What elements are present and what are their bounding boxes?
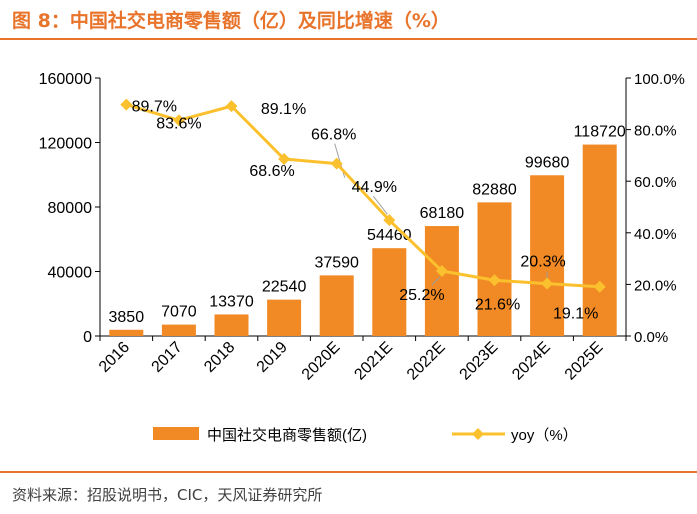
bar-2023E [477, 202, 512, 336]
yoy-point-2023E [488, 274, 501, 287]
yoy-value-label: 44.9% [352, 179, 397, 196]
bar-value-label: 3850 [109, 309, 145, 326]
bar-value-label: 99680 [525, 154, 570, 171]
category-label: 2024E [509, 339, 554, 384]
bar-2016 [109, 329, 144, 336]
yoy-value-label: 21.6% [475, 296, 520, 313]
left-tick-label: 80000 [48, 200, 93, 217]
yoy-value-label: 25.2% [399, 287, 444, 304]
bar-labels-group: 3850 707013370225403759054460681808288099… [109, 124, 626, 326]
yoy-point-2025E [593, 280, 606, 293]
yoy-line-group [120, 98, 606, 293]
yoy-point-2018 [225, 100, 238, 113]
yoy-value-label: 20.3% [520, 254, 565, 271]
bar-2020E [319, 275, 354, 336]
bar-value-label: 68180 [420, 205, 465, 222]
legend-bar-swatch [153, 427, 199, 440]
bars-group [109, 144, 617, 336]
left-tick-label: 0 [83, 329, 92, 346]
left-tick-label: 40000 [48, 265, 93, 282]
yoy-value-label: 19.1% [553, 306, 598, 323]
category-label: 2016 [96, 339, 133, 376]
yoy-value-label: 89.7% [132, 99, 177, 116]
bar-value-label: 82880 [472, 181, 517, 198]
legend-line-label: yoy（%） [511, 427, 578, 444]
yoy-point-2020E [330, 157, 343, 170]
yoy-labels-group: 89.7%83.6% 89.1% 68.6% 66.8% 44.9% 25.2% 21.6%… [132, 99, 599, 323]
bar-2025E [582, 144, 617, 336]
right-tick-label: 20.0% [634, 277, 677, 294]
right-tick-label: 80.0% [634, 123, 677, 140]
yoy-point-2022E [435, 264, 448, 277]
category-label: 2019 [254, 339, 291, 376]
source-note: 资料来源：招股说明书，CIC，天风证券研究所 [12, 486, 323, 504]
bar-value-label: 118720 [574, 124, 626, 141]
yoy-point-2016 [120, 98, 133, 111]
yoy-point-2024E [541, 277, 554, 290]
category-label: 2025E [562, 339, 607, 384]
bar-value-label: 13370 [209, 293, 254, 310]
leader-line [372, 195, 388, 215]
left-tick-label: 120000 [39, 136, 92, 153]
category-label: 2020E [299, 339, 344, 384]
legend-bar-label: 中国社交电商零售额(亿) [207, 426, 367, 444]
legend: 中国社交电商零售额(亿) yoy（%） [153, 426, 578, 444]
bar-2017 [161, 324, 196, 336]
leader-line [431, 276, 441, 286]
source-divider [0, 471, 697, 473]
yoy-value-label: 66.8% [311, 127, 356, 144]
bar-2024E [530, 175, 565, 336]
right-tick-label: 60.0% [634, 174, 677, 191]
yoy-value-label: 68.6% [249, 163, 294, 180]
bar-value-label: 37590 [314, 254, 359, 271]
category-label: 2021E [351, 339, 396, 384]
bar-value-label: 7070 [161, 304, 197, 321]
bar-2022E [424, 226, 459, 336]
bar-2019 [267, 299, 302, 336]
figure-title: 图 8：中国社交电商零售额（亿）及同比增速（%） [12, 10, 450, 32]
yoy-point-2017 [172, 114, 185, 127]
yoy-point-2019 [278, 153, 291, 166]
category-label: 2017 [149, 339, 186, 376]
category-label: 2018 [201, 339, 238, 376]
yoy-line [125, 103, 600, 289]
bar-2021E [372, 248, 407, 336]
category-label: 2023E [457, 339, 502, 384]
left-tick-label: 160000 [39, 71, 92, 88]
yoy-point-2021E [383, 214, 396, 227]
right-tick-label: 100.0% [634, 71, 685, 88]
yoy-value-label: 83.6% [156, 115, 201, 132]
legend-line-marker [472, 428, 484, 440]
bar-2018 [214, 314, 249, 336]
category-label: 2022E [404, 339, 449, 384]
right-tick-label: 40.0% [634, 226, 677, 243]
right-tick-label: 0.0% [634, 329, 668, 346]
yoy-value-label: 89.1% [261, 101, 306, 118]
title-divider [0, 38, 697, 40]
bar-value-label: 22540 [262, 279, 307, 296]
